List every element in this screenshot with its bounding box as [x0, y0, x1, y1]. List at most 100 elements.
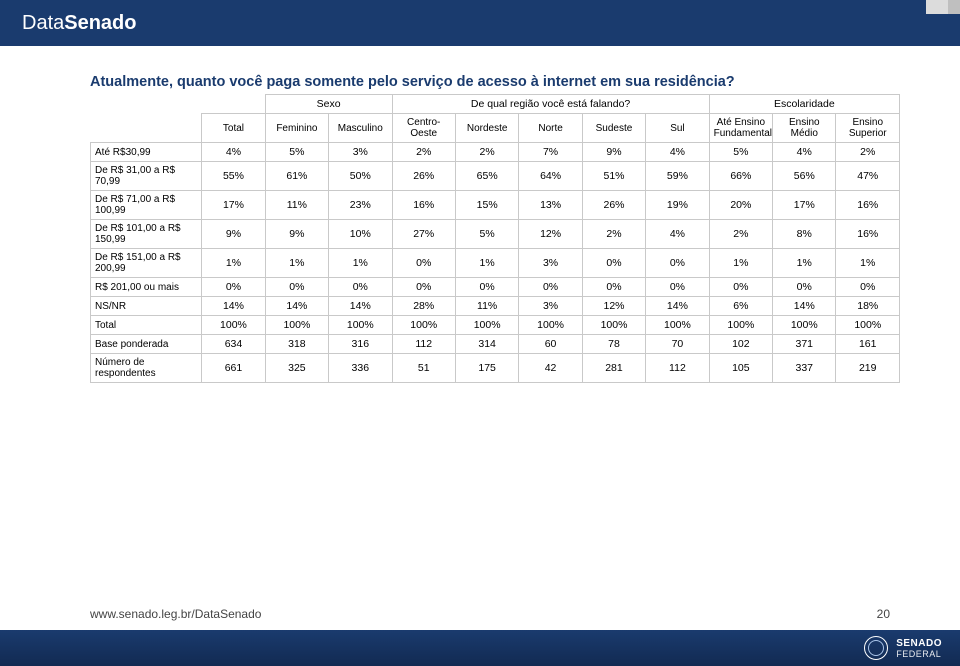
cell: 4%: [646, 220, 709, 249]
cell: 27%: [392, 220, 455, 249]
cell: 0%: [646, 249, 709, 278]
cell: 60: [519, 335, 582, 354]
data-table: Sexo De qual região você está falando? E…: [90, 94, 900, 383]
brand-light: Data: [22, 12, 64, 35]
cell: 12%: [519, 220, 582, 249]
cell: 16%: [836, 220, 900, 249]
cell: 64%: [519, 162, 582, 191]
cell: 105: [709, 354, 772, 383]
cell: 17%: [773, 191, 836, 220]
logo-line1: SENADO: [896, 638, 942, 649]
cell: 5%: [455, 220, 518, 249]
cell: 26%: [582, 191, 645, 220]
cell: 4%: [202, 143, 265, 162]
row-label: De R$ 71,00 a R$ 100,99: [91, 191, 202, 220]
cell: 14%: [773, 297, 836, 316]
table-row: De R$ 31,00 a R$ 70,9955%61%50%26%65%64%…: [91, 162, 900, 191]
col-h: Masculino: [329, 114, 392, 143]
cell: 0%: [265, 278, 328, 297]
group-escolaridade: Escolaridade: [709, 95, 899, 114]
col-h: Ensino Médio: [773, 114, 836, 143]
cell: 11%: [265, 191, 328, 220]
cell: 2%: [709, 220, 772, 249]
cell: 3%: [519, 297, 582, 316]
cell: 100%: [265, 316, 328, 335]
cell: 16%: [392, 191, 455, 220]
table-row: De R$ 151,00 a R$ 200,991%1%1%0%1%3%0%0%…: [91, 249, 900, 278]
cell: 5%: [265, 143, 328, 162]
cell: 100%: [773, 316, 836, 335]
cell: 78: [582, 335, 645, 354]
cell: 100%: [455, 316, 518, 335]
col-h: Norte: [519, 114, 582, 143]
cell: 1%: [455, 249, 518, 278]
cell: 100%: [329, 316, 392, 335]
table-row: De R$ 71,00 a R$ 100,9917%11%23%16%15%13…: [91, 191, 900, 220]
cell: 219: [836, 354, 900, 383]
logo-line2: FEDERAL: [896, 649, 942, 659]
row-label: NS/NR: [91, 297, 202, 316]
brand-bold: Senado: [64, 12, 136, 35]
cell: 51: [392, 354, 455, 383]
cell: 50%: [329, 162, 392, 191]
cell: 0%: [709, 278, 772, 297]
col-h: Feminino: [265, 114, 328, 143]
cell: 0%: [455, 278, 518, 297]
cell: 0%: [519, 278, 582, 297]
cell: 314: [455, 335, 518, 354]
cell: 9%: [582, 143, 645, 162]
cell: 112: [392, 335, 455, 354]
cell: 2%: [392, 143, 455, 162]
header-bar: DataSenado: [0, 0, 960, 46]
row-label: Total: [91, 316, 202, 335]
cell: 59%: [646, 162, 709, 191]
cell: 1%: [836, 249, 900, 278]
cell: 8%: [773, 220, 836, 249]
cell: 100%: [202, 316, 265, 335]
cell: 634: [202, 335, 265, 354]
col-h: Centro-Oeste: [392, 114, 455, 143]
cell: 2%: [582, 220, 645, 249]
cell: 1%: [329, 249, 392, 278]
cell: 100%: [582, 316, 645, 335]
cell: 0%: [646, 278, 709, 297]
cell: 61%: [265, 162, 328, 191]
group-sexo: Sexo: [265, 95, 392, 114]
cell: 9%: [202, 220, 265, 249]
cell: 161: [836, 335, 900, 354]
cell: 318: [265, 335, 328, 354]
cell: 0%: [329, 278, 392, 297]
cell: 18%: [836, 297, 900, 316]
question-title: Atualmente, quanto você paga somente pel…: [90, 74, 900, 90]
cell: 325: [265, 354, 328, 383]
table-row: Total100%100%100%100%100%100%100%100%100…: [91, 316, 900, 335]
cell: 316: [329, 335, 392, 354]
row-label: Até R$30,99: [91, 143, 202, 162]
col-h: Até Ensino Fundamental: [709, 114, 772, 143]
cell: 336: [329, 354, 392, 383]
cell: 10%: [329, 220, 392, 249]
cell: 0%: [392, 278, 455, 297]
cell: 5%: [709, 143, 772, 162]
cell: 14%: [646, 297, 709, 316]
group-header-row: Sexo De qual região você está falando? E…: [91, 95, 900, 114]
content: Atualmente, quanto você paga somente pel…: [0, 46, 960, 383]
cell: 0%: [582, 278, 645, 297]
cell: 19%: [646, 191, 709, 220]
cell: 66%: [709, 162, 772, 191]
cell: 661: [202, 354, 265, 383]
cell: 175: [455, 354, 518, 383]
cell: 1%: [265, 249, 328, 278]
cell: 9%: [265, 220, 328, 249]
seal-icon: [864, 636, 888, 660]
col-h: Ensino Superior: [836, 114, 900, 143]
cell: 371: [773, 335, 836, 354]
cell: 3%: [329, 143, 392, 162]
row-label: De R$ 101,00 a R$ 150,99: [91, 220, 202, 249]
cell: 102: [709, 335, 772, 354]
group-regiao: De qual região você está falando?: [392, 95, 709, 114]
table-body: Até R$30,994%5%3%2%2%7%9%4%5%4%2%De R$ 3…: [91, 143, 900, 383]
bottom-band: SENADO FEDERAL: [0, 630, 960, 666]
cell: 16%: [836, 191, 900, 220]
cell: 70: [646, 335, 709, 354]
